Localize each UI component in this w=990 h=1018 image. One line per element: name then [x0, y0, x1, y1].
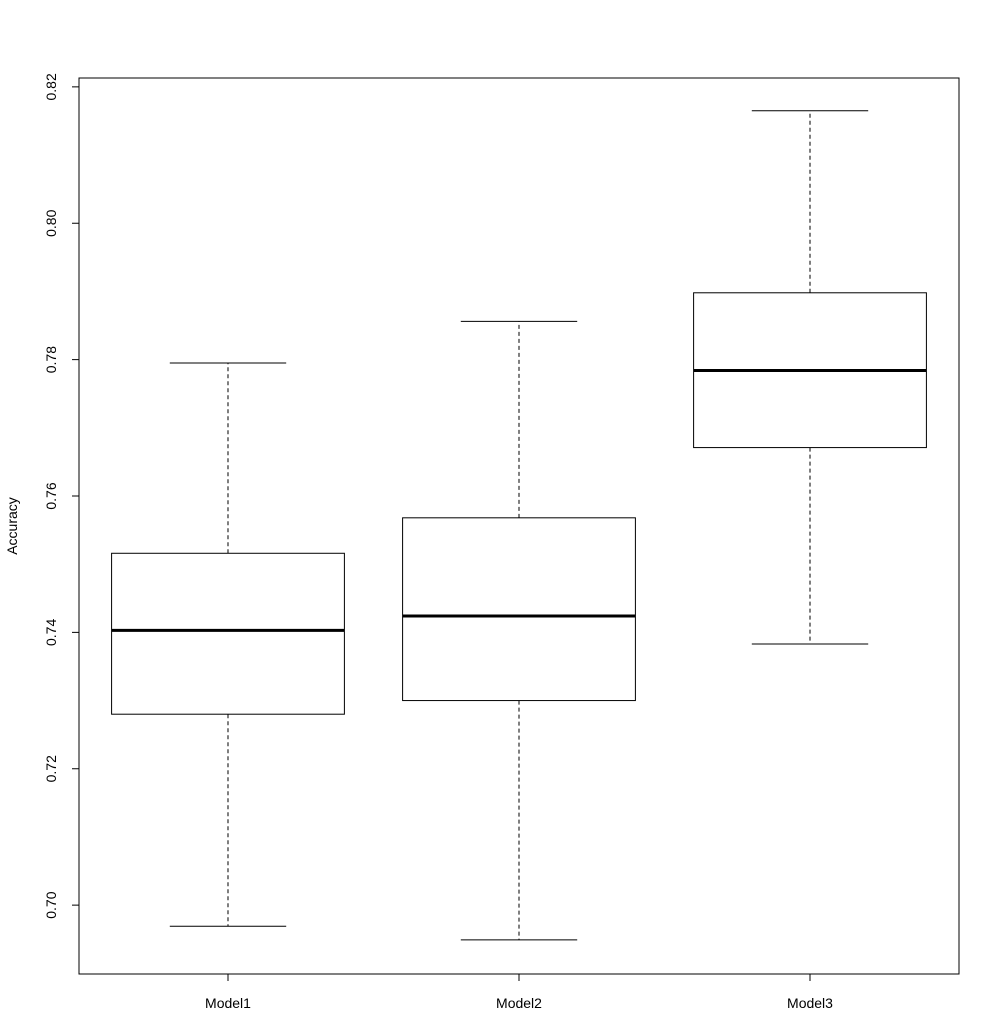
y-tick-label: 0.78 — [43, 346, 59, 373]
y-tick-label: 0.82 — [43, 73, 59, 100]
iqr-box — [111, 552, 345, 715]
y-tick-label: 0.72 — [43, 755, 59, 782]
y-tick-label: 0.80 — [43, 209, 59, 236]
y-tick-label: 0.76 — [43, 482, 59, 509]
x-tick-label: Model3 — [787, 995, 833, 1011]
box-model1 — [111, 362, 345, 927]
x-axis: Model1 Model2 Model3 — [205, 973, 833, 1011]
x-tick-label: Model2 — [496, 995, 542, 1011]
y-tick-label: 0.74 — [43, 619, 59, 646]
y-axis: 0.70 0.72 0.74 0.76 0.78 0.80 0.82 — [43, 73, 80, 919]
box-series — [111, 110, 927, 941]
iqr-box — [402, 517, 636, 702]
box-model2 — [402, 320, 636, 941]
y-tick-label: 0.70 — [43, 891, 59, 918]
box-model3 — [693, 110, 927, 645]
x-tick-label: Model1 — [205, 995, 251, 1011]
y-axis-label: Accuracy — [4, 497, 20, 555]
